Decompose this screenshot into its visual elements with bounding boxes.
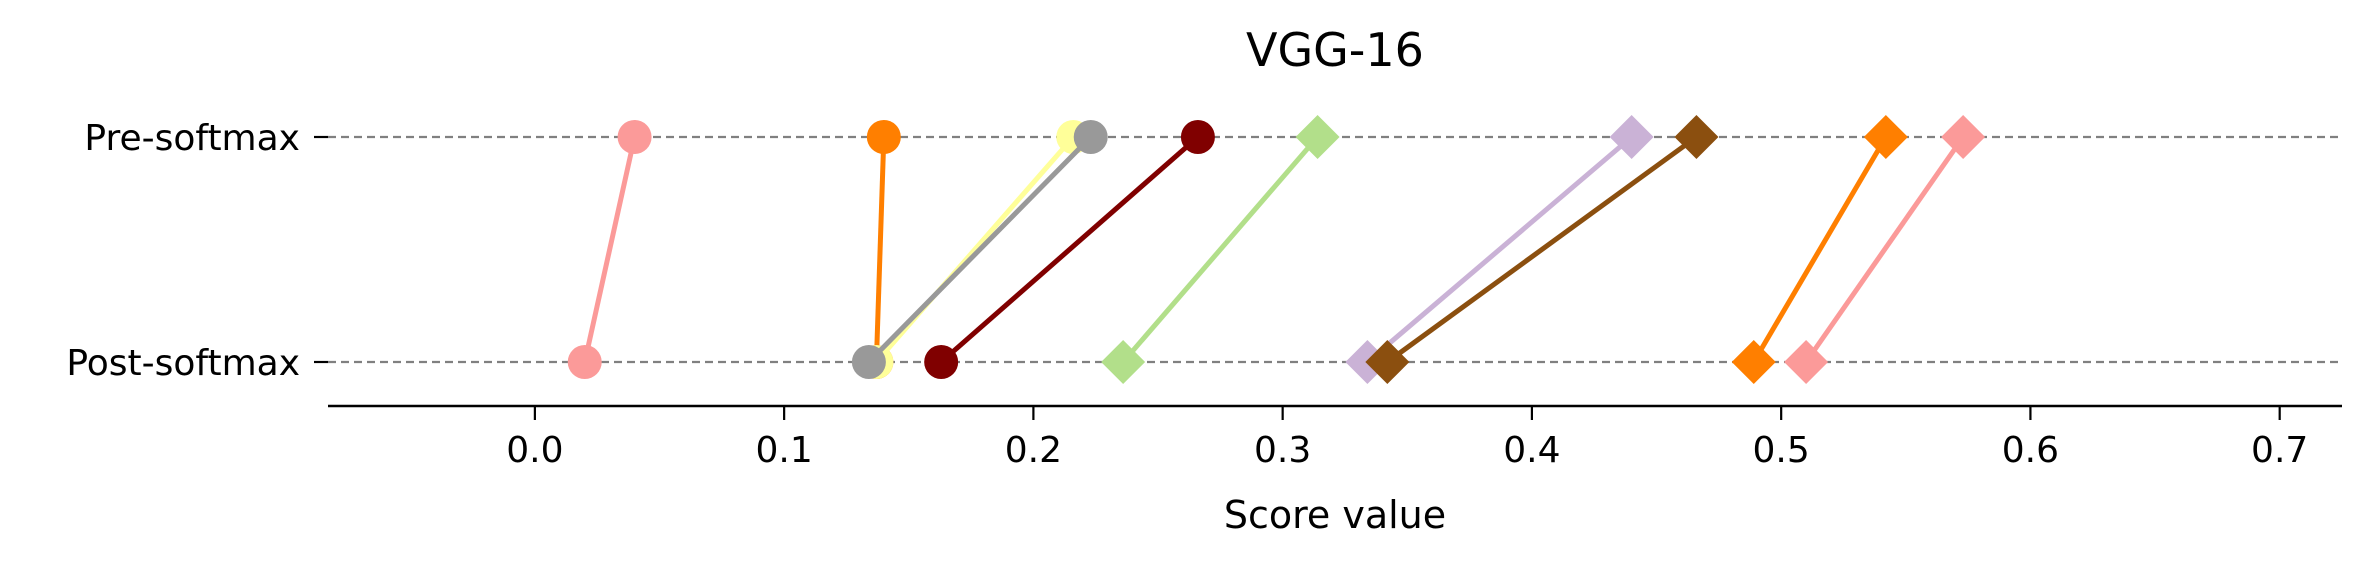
series-line [874, 135, 1076, 364]
point-marker [851, 345, 886, 379]
series-line [1385, 134, 1698, 365]
x-tick-label: 0.3 [1254, 430, 1311, 471]
series-10 [1784, 115, 1986, 384]
series-line [1121, 135, 1320, 364]
series-4 [851, 120, 1108, 379]
x-tick-label: 0.4 [1503, 430, 1560, 471]
point-marker [1295, 115, 1340, 159]
series-line [1751, 135, 1889, 364]
x-tick-label: 0.2 [1005, 430, 1062, 471]
series-3 [859, 120, 1091, 379]
point-marker [1941, 115, 1986, 159]
series-6 [1101, 115, 1340, 384]
series-5 [924, 120, 1215, 379]
point-marker [1365, 340, 1410, 384]
series-line [1365, 135, 1634, 364]
series-layer [567, 115, 1986, 384]
x-axis-label: Score value [1224, 493, 1446, 537]
point-marker [1609, 115, 1654, 159]
point-marker [617, 120, 652, 154]
series-line [867, 135, 1093, 364]
point-marker [866, 120, 901, 154]
point-marker [567, 345, 602, 379]
y-tick-label: Pre-softmax [84, 118, 300, 159]
series-8 [1365, 115, 1719, 384]
chart-title: VGG-16 [1246, 23, 1424, 77]
x-tick-label: 0.6 [2002, 430, 2059, 471]
x-tick-label: 0.7 [2251, 430, 2308, 471]
point-marker [1731, 340, 1776, 384]
point-marker [924, 345, 959, 379]
series-line [1804, 135, 1966, 364]
series-1 [567, 120, 652, 379]
series-line [582, 136, 638, 363]
point-marker [1180, 120, 1215, 154]
point-marker [1073, 120, 1108, 154]
point-marker [1101, 340, 1146, 384]
series-line [873, 136, 887, 363]
point-marker [1863, 115, 1908, 159]
x-tick-label: 0.5 [1753, 430, 1810, 471]
y-tick-label: Post-softmax [66, 343, 300, 384]
series-7 [1345, 115, 1654, 384]
series-line [939, 135, 1200, 364]
point-marker [1674, 115, 1719, 159]
grid-lines [328, 135, 2342, 364]
point-marker [1784, 340, 1829, 384]
y-axis: Pre-softmax Post-softmax [66, 118, 328, 384]
series-9 [1731, 115, 1908, 384]
x-axis: 0.0 0.1 0.2 0.3 0.4 0.5 0.6 0.7 [328, 404, 2342, 471]
x-tick-label: 0.1 [756, 430, 813, 471]
x-tick-label: 0.0 [506, 430, 563, 471]
